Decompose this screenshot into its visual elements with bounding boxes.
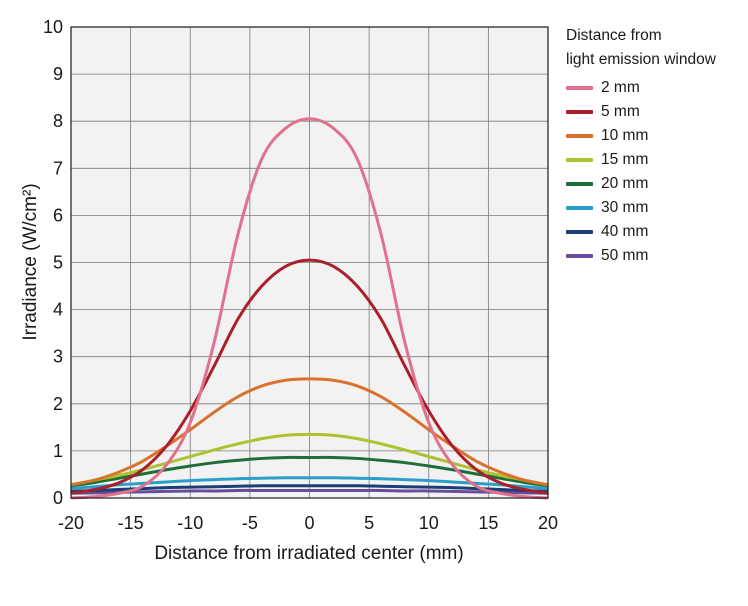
legend-item: 40 mm <box>566 220 716 244</box>
legend-swatch <box>566 134 593 138</box>
legend-item: 30 mm <box>566 196 716 220</box>
x-tick-label: 20 <box>538 513 558 533</box>
series-line-5-mm <box>70 258 549 495</box>
legend-label: 15 mm <box>601 151 649 168</box>
x-tick-label: 0 <box>304 513 314 533</box>
x-tick-label: 5 <box>364 513 374 533</box>
legend-label: 30 mm <box>601 199 649 216</box>
legend-item: 10 mm <box>566 124 716 148</box>
y-tick-label: 6 <box>53 205 63 225</box>
series-line-2-mm <box>70 117 549 500</box>
legend-label: 20 mm <box>601 175 649 192</box>
legend-label: 2 mm <box>601 79 640 96</box>
series-line-50-mm <box>70 488 549 495</box>
y-tick-label: 4 <box>53 300 63 320</box>
legend-swatch <box>566 206 593 210</box>
plot-frame <box>70 26 549 499</box>
legend-item: 2 mm <box>566 76 716 100</box>
series-line-15-mm <box>70 432 549 487</box>
legend-swatch <box>566 158 593 162</box>
legend-label: 50 mm <box>601 247 649 264</box>
y-tick-label: 5 <box>53 253 63 273</box>
y-tick-label: 8 <box>53 111 63 131</box>
y-tick-label: 0 <box>53 488 63 508</box>
x-tick-label: 15 <box>478 513 498 533</box>
x-tick-label: -20 <box>58 513 84 533</box>
legend-title: Distance from light emission window <box>566 24 716 72</box>
legend-title-line2: light emission window <box>566 51 716 68</box>
legend-label: 40 mm <box>601 223 649 240</box>
legend-items: 2 mm 5 mm 10 mm 15 mm 20 mm 30 mm 40 mm 50 mm <box>566 76 716 268</box>
x-tick-label: -15 <box>118 513 144 533</box>
y-axis-label: Irradiance (W/cm²) <box>20 183 41 340</box>
y-tick-label: 1 <box>53 441 63 461</box>
x-tick-label: -5 <box>242 513 258 533</box>
legend-title-line1: Distance from <box>566 27 662 44</box>
legend-label: 10 mm <box>601 127 649 144</box>
y-tick-label: 2 <box>53 394 63 414</box>
legend-item: 15 mm <box>566 148 716 172</box>
y-tick-label: 9 <box>53 64 63 84</box>
x-tick-label: 10 <box>419 513 439 533</box>
legend: Distance from light emission window 2 mm… <box>566 24 716 268</box>
legend-item: 50 mm <box>566 244 716 268</box>
x-tick-label: -10 <box>177 513 203 533</box>
legend-item: 5 mm <box>566 100 716 124</box>
legend-swatch <box>566 254 593 258</box>
legend-swatch <box>566 110 593 114</box>
legend-swatch <box>566 86 593 90</box>
y-tick-label: 7 <box>53 158 63 178</box>
series-lines <box>70 117 549 500</box>
series-line-20-mm <box>70 455 549 488</box>
x-axis-label: Distance from irradiated center (mm) <box>154 543 463 564</box>
series-line-40-mm <box>70 484 549 493</box>
legend-swatch <box>566 230 593 234</box>
legend-item: 20 mm <box>566 172 716 196</box>
y-tick-label: 10 <box>43 17 63 37</box>
legend-swatch <box>566 182 593 186</box>
series-line-10-mm <box>70 377 549 487</box>
x-tick-labels: -20 -15 -10 -5 0 5 10 15 20 <box>58 513 558 533</box>
y-tick-labels: 0 1 2 3 4 5 6 7 8 9 10 <box>43 17 63 508</box>
y-tick-label: 3 <box>53 347 63 367</box>
legend-label: 5 mm <box>601 103 640 120</box>
